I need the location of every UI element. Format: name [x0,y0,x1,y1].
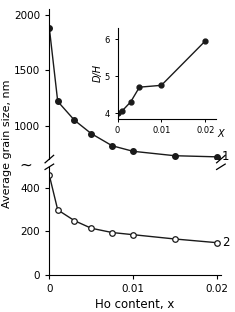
Text: X: X [218,129,224,139]
X-axis label: Ho content, x: Ho content, x [95,298,175,311]
Y-axis label: D/H: D/H [93,64,103,82]
Text: Average grain size, nm: Average grain size, nm [2,79,12,208]
Text: 1: 1 [222,150,229,163]
Text: ~: ~ [20,158,33,173]
Text: 2: 2 [222,236,229,249]
